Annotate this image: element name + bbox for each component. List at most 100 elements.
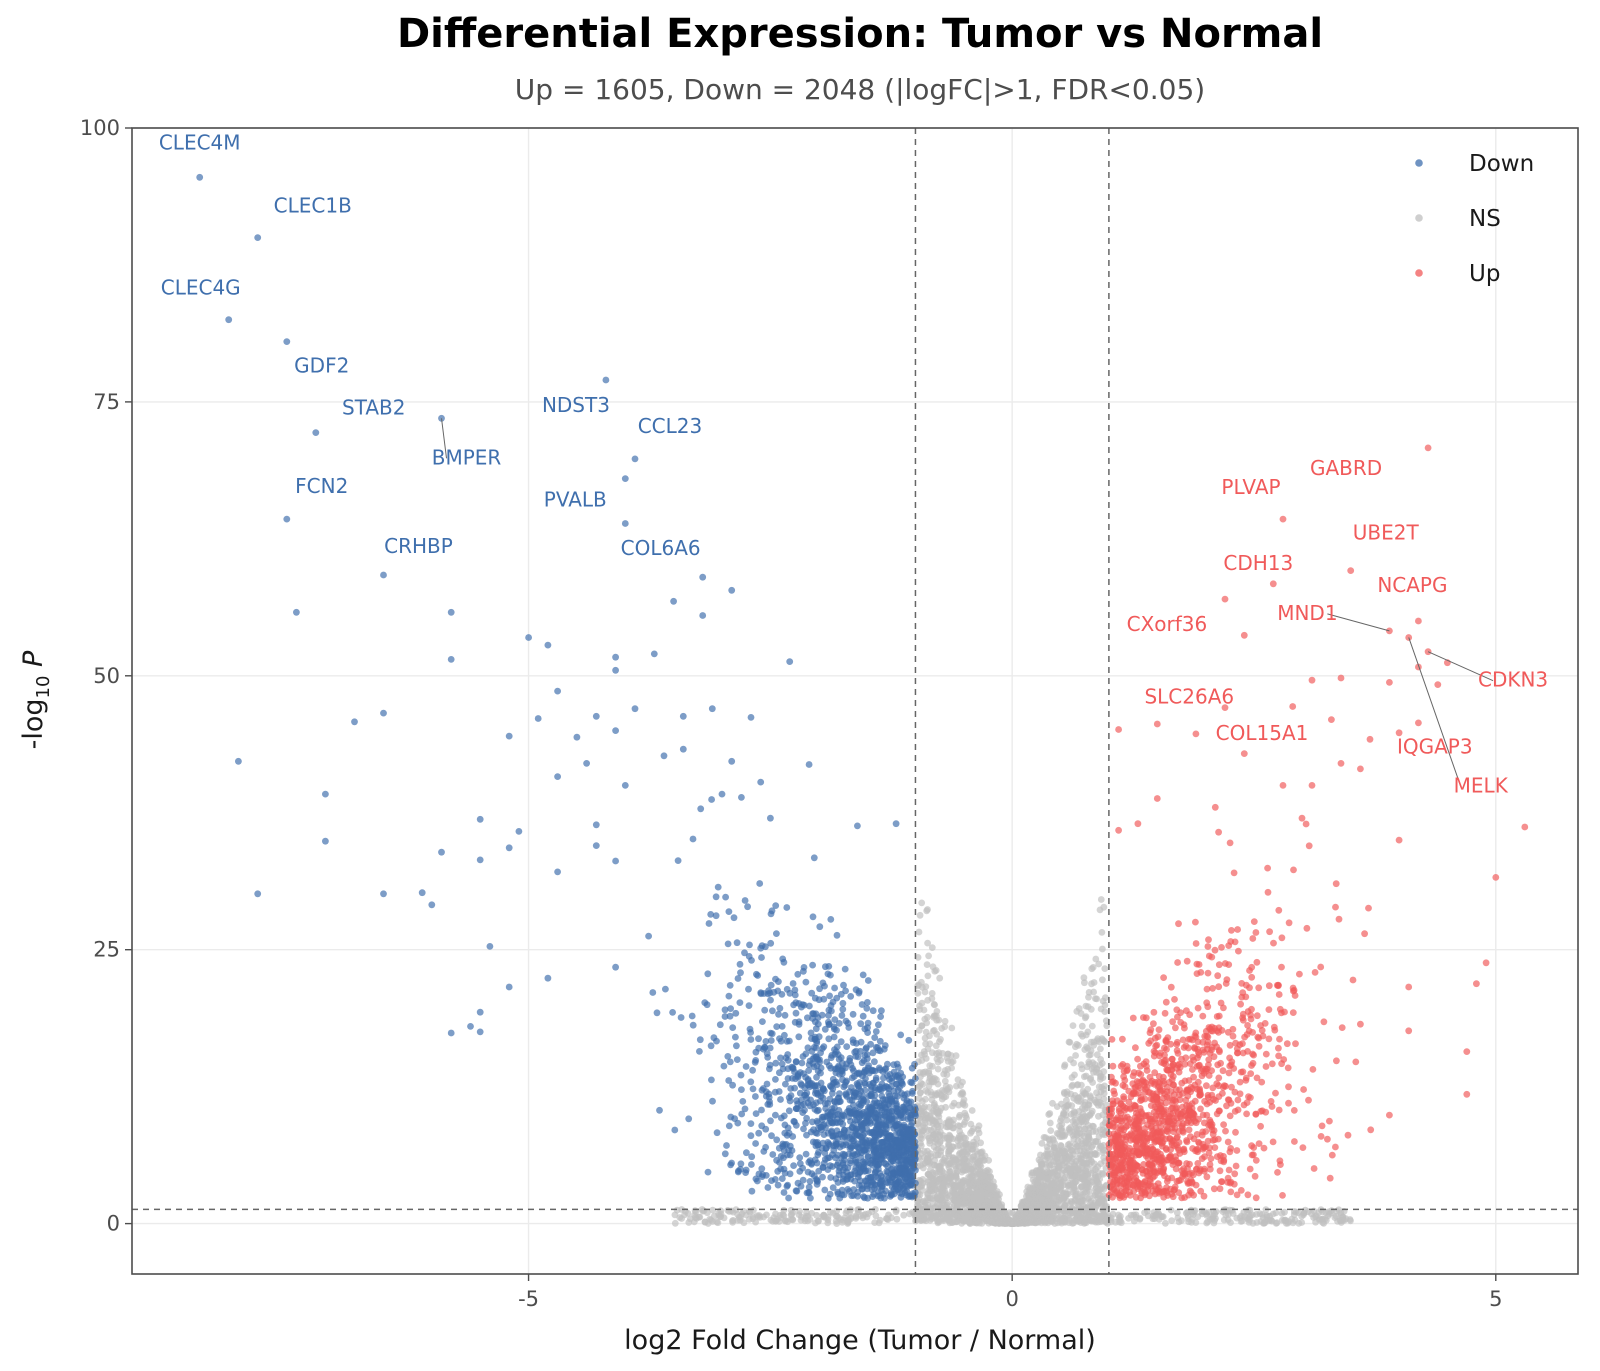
ns-point (1060, 1215, 1067, 1222)
down-point (858, 1059, 866, 1067)
down-point (905, 1036, 913, 1044)
down-point (773, 1136, 781, 1144)
down-point (656, 1106, 663, 1114)
ns-point (1058, 1114, 1065, 1122)
ns-point (1109, 1210, 1117, 1218)
ns-point (1256, 1210, 1264, 1218)
ns-point (949, 1124, 957, 1132)
ns-point (1046, 1181, 1054, 1189)
ns-point (1079, 1032, 1086, 1040)
down-point (732, 1009, 740, 1017)
down-point (704, 970, 712, 978)
ns-point (972, 1163, 980, 1171)
ns-point (1058, 1197, 1066, 1205)
ns-point (671, 1219, 679, 1227)
ns-point (933, 1055, 941, 1063)
up-point (1237, 1187, 1245, 1194)
down-point (761, 1006, 769, 1014)
down-point (701, 999, 709, 1006)
ns-point (1012, 1211, 1019, 1219)
ns-point (1182, 1209, 1190, 1217)
down-point (708, 796, 715, 803)
up-point (1216, 1167, 1224, 1175)
ns-point (854, 1208, 862, 1216)
up-point (1160, 974, 1167, 981)
ns-point (1064, 1141, 1072, 1148)
ns-point (1047, 1127, 1055, 1134)
ns-point (1084, 1085, 1092, 1093)
ns-point (1278, 1210, 1286, 1217)
up-point (1214, 1135, 1222, 1143)
down-point (824, 1113, 831, 1121)
down-point (721, 1150, 729, 1158)
ns-point (922, 983, 930, 990)
down-point (806, 1002, 813, 1010)
up-point (1209, 1136, 1217, 1144)
down-point (780, 958, 788, 966)
down-point (734, 975, 742, 982)
ns-point (927, 1210, 934, 1217)
down-point (898, 1149, 905, 1156)
ns-point (1099, 945, 1106, 953)
ns-point (1272, 1209, 1280, 1217)
ns-point (1065, 1183, 1072, 1191)
ns-point (1052, 1207, 1059, 1214)
ns-point (1069, 1081, 1076, 1089)
down-point (857, 1038, 865, 1046)
down-point (828, 1052, 836, 1059)
down-point (721, 1006, 729, 1014)
up-point (1119, 1035, 1126, 1043)
down-point (808, 1170, 816, 1178)
ns-point (1249, 1219, 1257, 1227)
ns-point (1091, 1192, 1098, 1199)
down-point (785, 1146, 792, 1154)
down-point (767, 1037, 775, 1044)
down-point (820, 1085, 827, 1093)
down-point (810, 854, 818, 862)
down-point (829, 1089, 836, 1097)
down-point (813, 1107, 821, 1115)
ns-point (1093, 1151, 1100, 1158)
down-point (748, 1161, 755, 1168)
down-point (767, 910, 775, 918)
ns-point (958, 1208, 965, 1216)
ns-point (1092, 1165, 1099, 1173)
ns-point (933, 1050, 940, 1057)
down-point (834, 1064, 842, 1071)
down-point (895, 1178, 903, 1186)
ns-point (1069, 1117, 1077, 1125)
ns-point (1081, 1014, 1089, 1022)
down-point (827, 1064, 835, 1072)
ns-point (1208, 1215, 1216, 1223)
down-point (785, 1129, 793, 1137)
ns-point (977, 1163, 985, 1170)
ns-point (1092, 1138, 1100, 1145)
ns-point (916, 911, 924, 919)
down-point (866, 1139, 874, 1147)
down-point (705, 920, 713, 927)
ns-point (967, 1120, 975, 1128)
down-point (837, 1054, 845, 1061)
ns-point (1152, 1211, 1160, 1218)
down-point (882, 1172, 890, 1180)
down-point (909, 1190, 917, 1198)
ns-point (941, 1077, 949, 1085)
ns-point (951, 1184, 959, 1192)
ns-point (1168, 1217, 1176, 1224)
down-point (843, 1043, 851, 1050)
ns-point (893, 1215, 901, 1223)
down-point (847, 993, 855, 1000)
down-point (872, 1173, 880, 1180)
ns-point (1088, 980, 1095, 988)
ns-point (1046, 1110, 1054, 1117)
down-point (809, 1138, 817, 1146)
down-point (785, 1107, 793, 1115)
down-point (777, 1114, 785, 1122)
ns-point (1249, 1211, 1256, 1219)
down-point (861, 1025, 869, 1033)
down-point (768, 1177, 775, 1184)
ns-point (1045, 1161, 1053, 1168)
ns-point (883, 1215, 891, 1223)
down-point (800, 1001, 808, 1009)
ns-point (944, 1143, 952, 1151)
